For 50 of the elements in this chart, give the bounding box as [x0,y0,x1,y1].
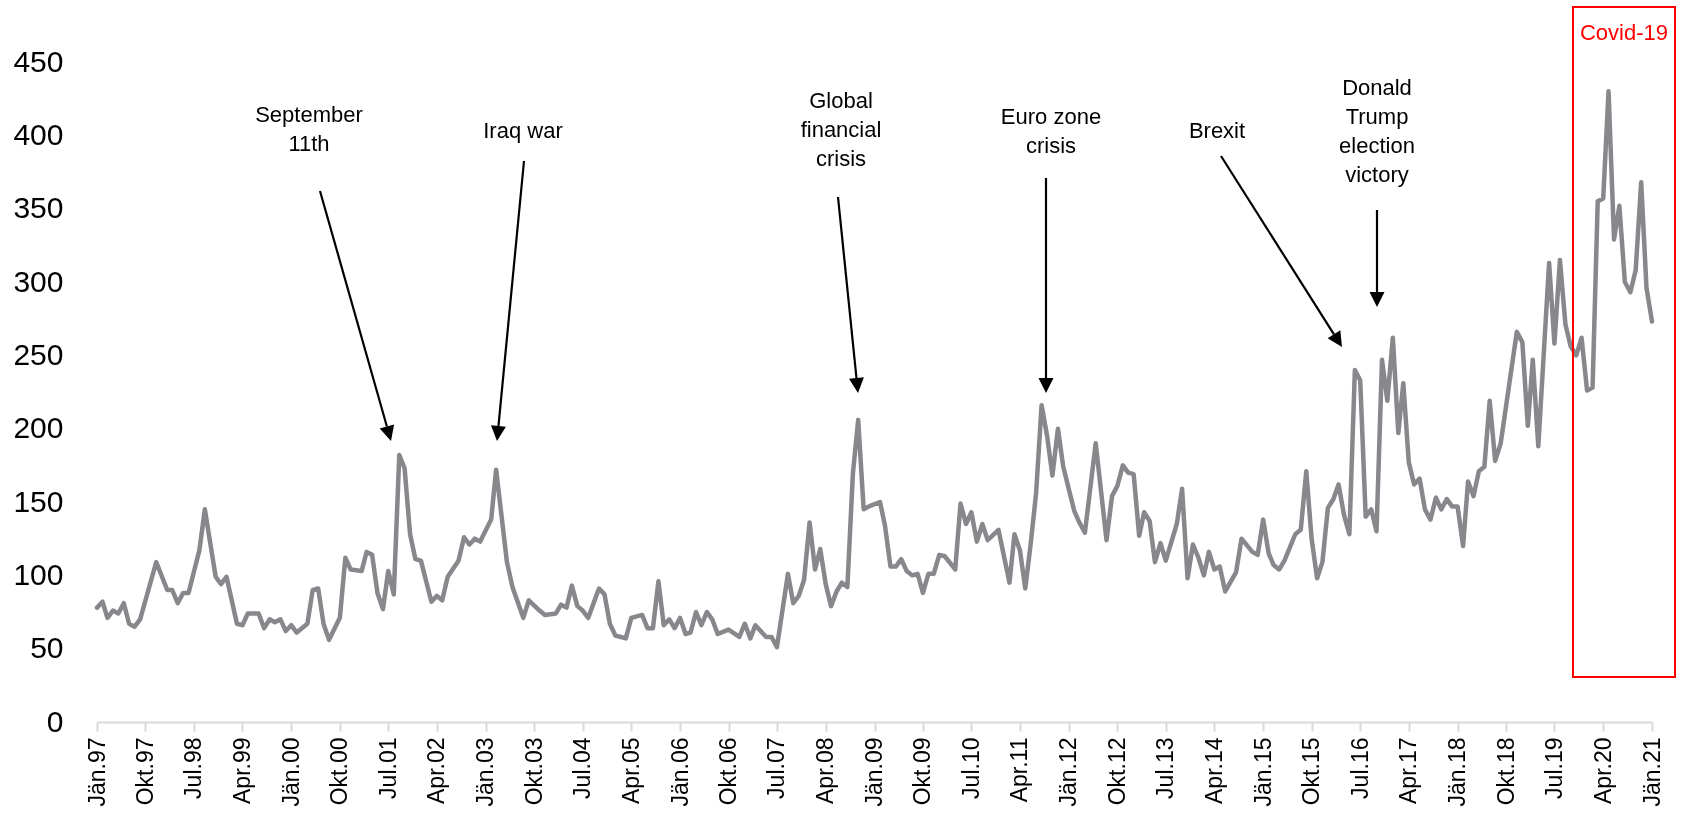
x-tick-label: Jul.13 [1152,737,1179,799]
x-tick-label: Jän.06 [666,737,693,807]
x-tick-label: Okt.12 [1103,737,1130,806]
x-tick-label: Jän.00 [277,737,304,807]
x-tick-label: Okt.09 [909,737,936,806]
x-tick-label: Jän.21 [1638,737,1665,807]
x-tick-label: Apr.08 [812,737,839,804]
x-tick-label: Jul.04 [569,737,596,799]
x-tick-label: Apr.11 [1006,737,1033,803]
annotation: Iraq war [482,117,564,145]
x-tick-label: Jän.09 [861,737,887,807]
y-tick-label: 250 [13,337,64,371]
annotation: September 11th [254,101,364,158]
x-tick-label: Jul.07 [763,737,790,799]
x-tick-label: Jän.18 [1444,737,1471,807]
y-tick-label: 450 [13,44,64,78]
x-tick-label: Okt.15 [1298,737,1325,806]
x-tick-label: Okt.97 [131,737,158,806]
x-tick-label: Jän.97 [83,737,110,807]
x-tick-label: Jän.12 [1055,737,1082,807]
x-tick-label: Jän.03 [472,737,499,807]
x-tick-label: Jul.16 [1346,737,1373,799]
x-tick-label: Jul.19 [1540,737,1567,799]
annotation: Donald Trump election victory [1339,75,1415,187]
annotation: Euro zone crisis [1000,104,1102,158]
y-tick-label: 350 [13,191,64,225]
x-tick-label: Apr.20 [1589,737,1616,804]
x-tick-label: Okt.06 [715,737,742,806]
annotation: Brexit [1188,118,1246,143]
y-tick-label: 200 [13,411,64,445]
y-tick-label: 50 [30,631,64,665]
annotation: Global financial crisis [799,87,883,173]
x-tick-label: Okt.18 [1492,737,1519,806]
x-tick-label: Apr.05 [617,737,644,804]
x-tick-label: Okt.00 [326,737,353,806]
y-tick-label: 100 [13,557,64,591]
x-tick-label: Jul.01 [374,737,401,799]
y-tick-label: 0 [46,704,64,738]
y-tick-label: 300 [13,264,64,298]
x-tick-label: Okt.03 [520,737,547,806]
x-tick-label: Apr.17 [1395,737,1422,804]
x-tick-label: Apr.14 [1200,737,1227,804]
y-tick-label: 400 [13,117,64,151]
y-tick-label: 150 [13,484,64,518]
x-tick-label: Apr.99 [228,737,255,804]
x-tick-label: Jän.15 [1249,737,1276,807]
x-tick-label: Jul.10 [957,737,984,799]
outline-box: Covid-19 [1572,6,1676,678]
x-tick-label: Apr.02 [423,737,450,804]
x-tick-label: Jul.98 [180,737,207,799]
